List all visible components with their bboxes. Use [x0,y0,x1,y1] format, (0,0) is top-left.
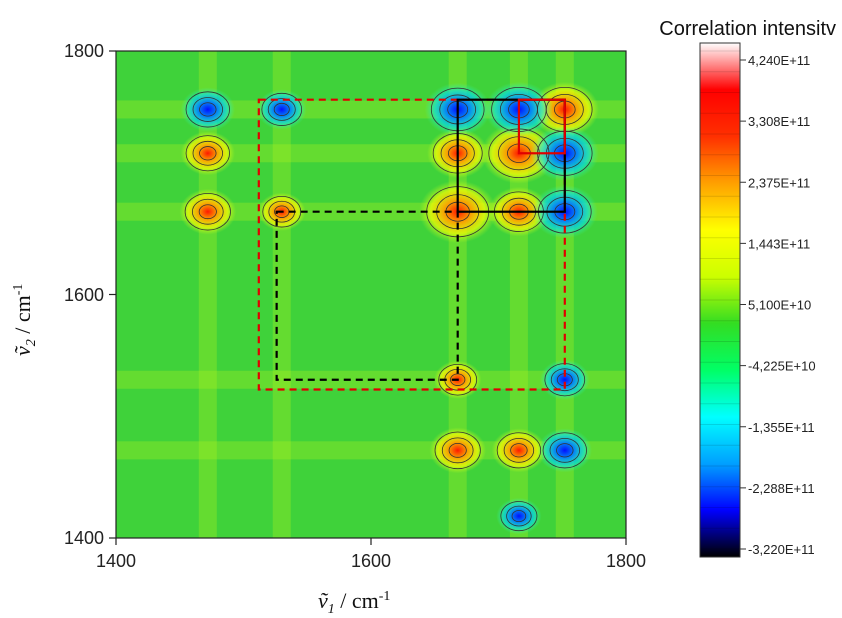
x-axis-superscript: -1 [379,589,391,604]
x-axis-symbol: ṽ [318,588,329,613]
contour-line [511,510,527,523]
dashed-annotation-box [275,210,459,381]
colorbar-title: Correlation intensitv [659,18,836,40]
negative-peak [256,89,307,130]
contour-line [199,102,217,117]
x-axis-title: ṽ1 / cm-1 [318,588,390,617]
contour-line [448,442,467,458]
contour-line [556,443,574,458]
contour-line [185,135,230,172]
y-tick-label: 1800 [64,41,104,61]
contour-line [191,198,224,225]
colorbar-steps [700,50,740,550]
contour-line [184,192,231,231]
y-axis-superscript: -1 [11,284,26,296]
solid-annotation-box [517,98,566,155]
y-tick-label: 1400 [64,528,104,548]
contour-line [261,92,303,126]
positive-peak [179,188,237,235]
x-axis-unit: / cm [335,588,379,613]
positive-peak [429,427,487,474]
positive-peak [180,131,235,176]
dashed-annotation-box [257,98,566,391]
contour-line [199,146,217,161]
axis-ticks [109,50,627,545]
colorbar-label: 5,100E+10 [748,298,811,313]
colorbar-label: -4,225E+10 [748,359,816,374]
colorbar-labels: 4,240E+11 3,308E+11 2,375E+11 1,443E+11 5,10… [748,53,816,557]
contour-line [550,368,579,392]
contour-line [192,97,223,122]
colorbar-label: 4,240E+11 [748,53,810,68]
negative-peak [180,87,235,132]
annotation-boxes [257,98,566,391]
contour-line [441,437,474,464]
y-tick-label: 1600 [64,285,104,305]
x-tick-label: 1400 [96,551,136,571]
solid-annotation-box [456,98,566,213]
contour-line [549,437,580,463]
x-tick-label: 1600 [351,551,391,571]
contour-line [273,102,290,116]
contour-line [192,140,223,166]
colorbar-label: 3,308E+11 [748,114,810,129]
x-axis-subscript: 1 [328,602,335,617]
contour-line [185,91,230,128]
colorbar-label: 2,375E+11 [748,175,810,190]
contour-line [496,432,542,469]
y-axis-title: ṽ2 / cm-1 [10,284,39,356]
contour-line [506,505,532,527]
contour-line [198,204,217,220]
contour-line [438,363,478,396]
colorbar [700,43,740,557]
y-axis-unit: / cm [10,295,35,339]
x-tick-label: 1800 [606,551,646,571]
colorbar-ticks [740,59,746,550]
contour-line [510,443,528,458]
colorbar-frame [699,42,741,558]
contour-line [500,501,538,532]
correlation-peaks [116,51,626,538]
colorbar-label: 1,443E+11 [748,236,810,251]
plot-area [116,51,626,538]
contour-line [542,432,587,469]
colorbar-label: -2,288E+11 [748,481,815,496]
colorbar-label: -3,220E+11 [748,542,815,557]
contour-line [503,437,535,463]
negative-peak [496,497,542,535]
contour-line [450,373,466,386]
colorbar-label: -1,355E+11 [748,420,815,435]
contour-line [267,98,296,121]
contour-line [434,431,481,470]
negative-peak [537,428,592,473]
positive-peak [491,428,547,473]
vertical-band [272,51,291,538]
negative-peak [539,359,590,400]
y-axis-subscript: 2 [24,339,39,346]
y-axis-symbol: ṽ [10,345,35,356]
